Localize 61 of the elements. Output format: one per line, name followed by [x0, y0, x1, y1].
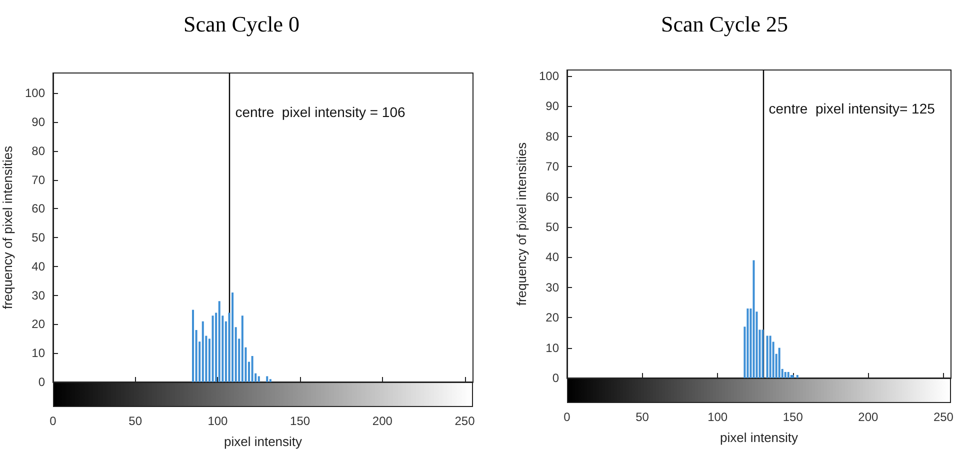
bar — [766, 336, 768, 378]
chart-title: Scan Cycle 0 — [183, 12, 300, 36]
y-tick-label: 80 — [546, 129, 560, 144]
y-tick-label: 100 — [538, 69, 560, 84]
x-tick-label: 0 — [564, 410, 571, 424]
bar — [218, 301, 220, 382]
bar — [232, 292, 234, 382]
bar — [251, 356, 254, 382]
bar — [796, 374, 798, 378]
bar — [778, 348, 780, 378]
y-tick-label: 30 — [32, 288, 46, 302]
x-axis-title: pixel intensity — [224, 434, 303, 449]
bar — [784, 372, 786, 378]
x-tick-label: 150 — [290, 414, 310, 428]
x-tick-label: 250 — [454, 414, 476, 428]
y-tick-label: 0 — [38, 375, 46, 389]
x-axis-title: pixel intensity — [720, 430, 799, 445]
x-tick-label: 50 — [128, 414, 142, 428]
bar — [258, 376, 260, 382]
y-tick-label: 100 — [24, 86, 46, 100]
y-tick-label: 60 — [546, 190, 560, 204]
x-tick-label: 100 — [708, 410, 728, 424]
y-tick-label: 40 — [32, 259, 46, 274]
x-tick-label: 200 — [858, 410, 879, 424]
y-tick-label: 0 — [552, 371, 560, 385]
bar — [752, 260, 755, 378]
x-tick-label: 100 — [208, 414, 228, 428]
x-tick-label: 250 — [933, 410, 954, 424]
bar — [769, 336, 772, 378]
y-axis-title: frequency of pixel intensities — [514, 142, 530, 306]
x-tick-label: 200 — [372, 414, 393, 428]
bar — [266, 376, 268, 382]
y-tick-label: 70 — [32, 172, 46, 187]
annotation: centre pixel intensity= 125 — [768, 100, 936, 117]
bar — [269, 379, 272, 382]
bar — [241, 316, 244, 382]
y-tick-label: 50 — [32, 230, 46, 245]
y-tick-label: 10 — [32, 346, 46, 360]
y-tick-label: 90 — [546, 99, 560, 114]
y-tick-label: 20 — [546, 310, 560, 325]
y-axis-title: frequency of pixel intensities — [0, 145, 16, 310]
y-tick-label: 40 — [546, 250, 560, 264]
bar — [762, 330, 764, 378]
y-tick-label: 80 — [32, 144, 46, 158]
y-tick-label: 30 — [546, 280, 560, 294]
y-tick-label: 10 — [546, 340, 560, 355]
chart-title: Scan Cycle 25 — [660, 12, 788, 36]
y-tick-label: 60 — [32, 202, 46, 216]
bar — [746, 308, 749, 378]
x-tick-label: 50 — [636, 410, 650, 424]
x-tick-label: 0 — [50, 414, 57, 428]
y-tick-label: 20 — [32, 317, 46, 332]
x-tick-label: 150 — [782, 410, 804, 424]
y-tick-label: 50 — [546, 220, 560, 234]
annotation: centre pixel intensity = 106 — [235, 104, 406, 120]
bar — [202, 321, 204, 382]
bar — [787, 372, 790, 378]
y-tick-label: 90 — [32, 115, 46, 130]
bar — [212, 316, 214, 382]
y-tick-label: 70 — [546, 160, 560, 174]
bar — [192, 310, 194, 382]
